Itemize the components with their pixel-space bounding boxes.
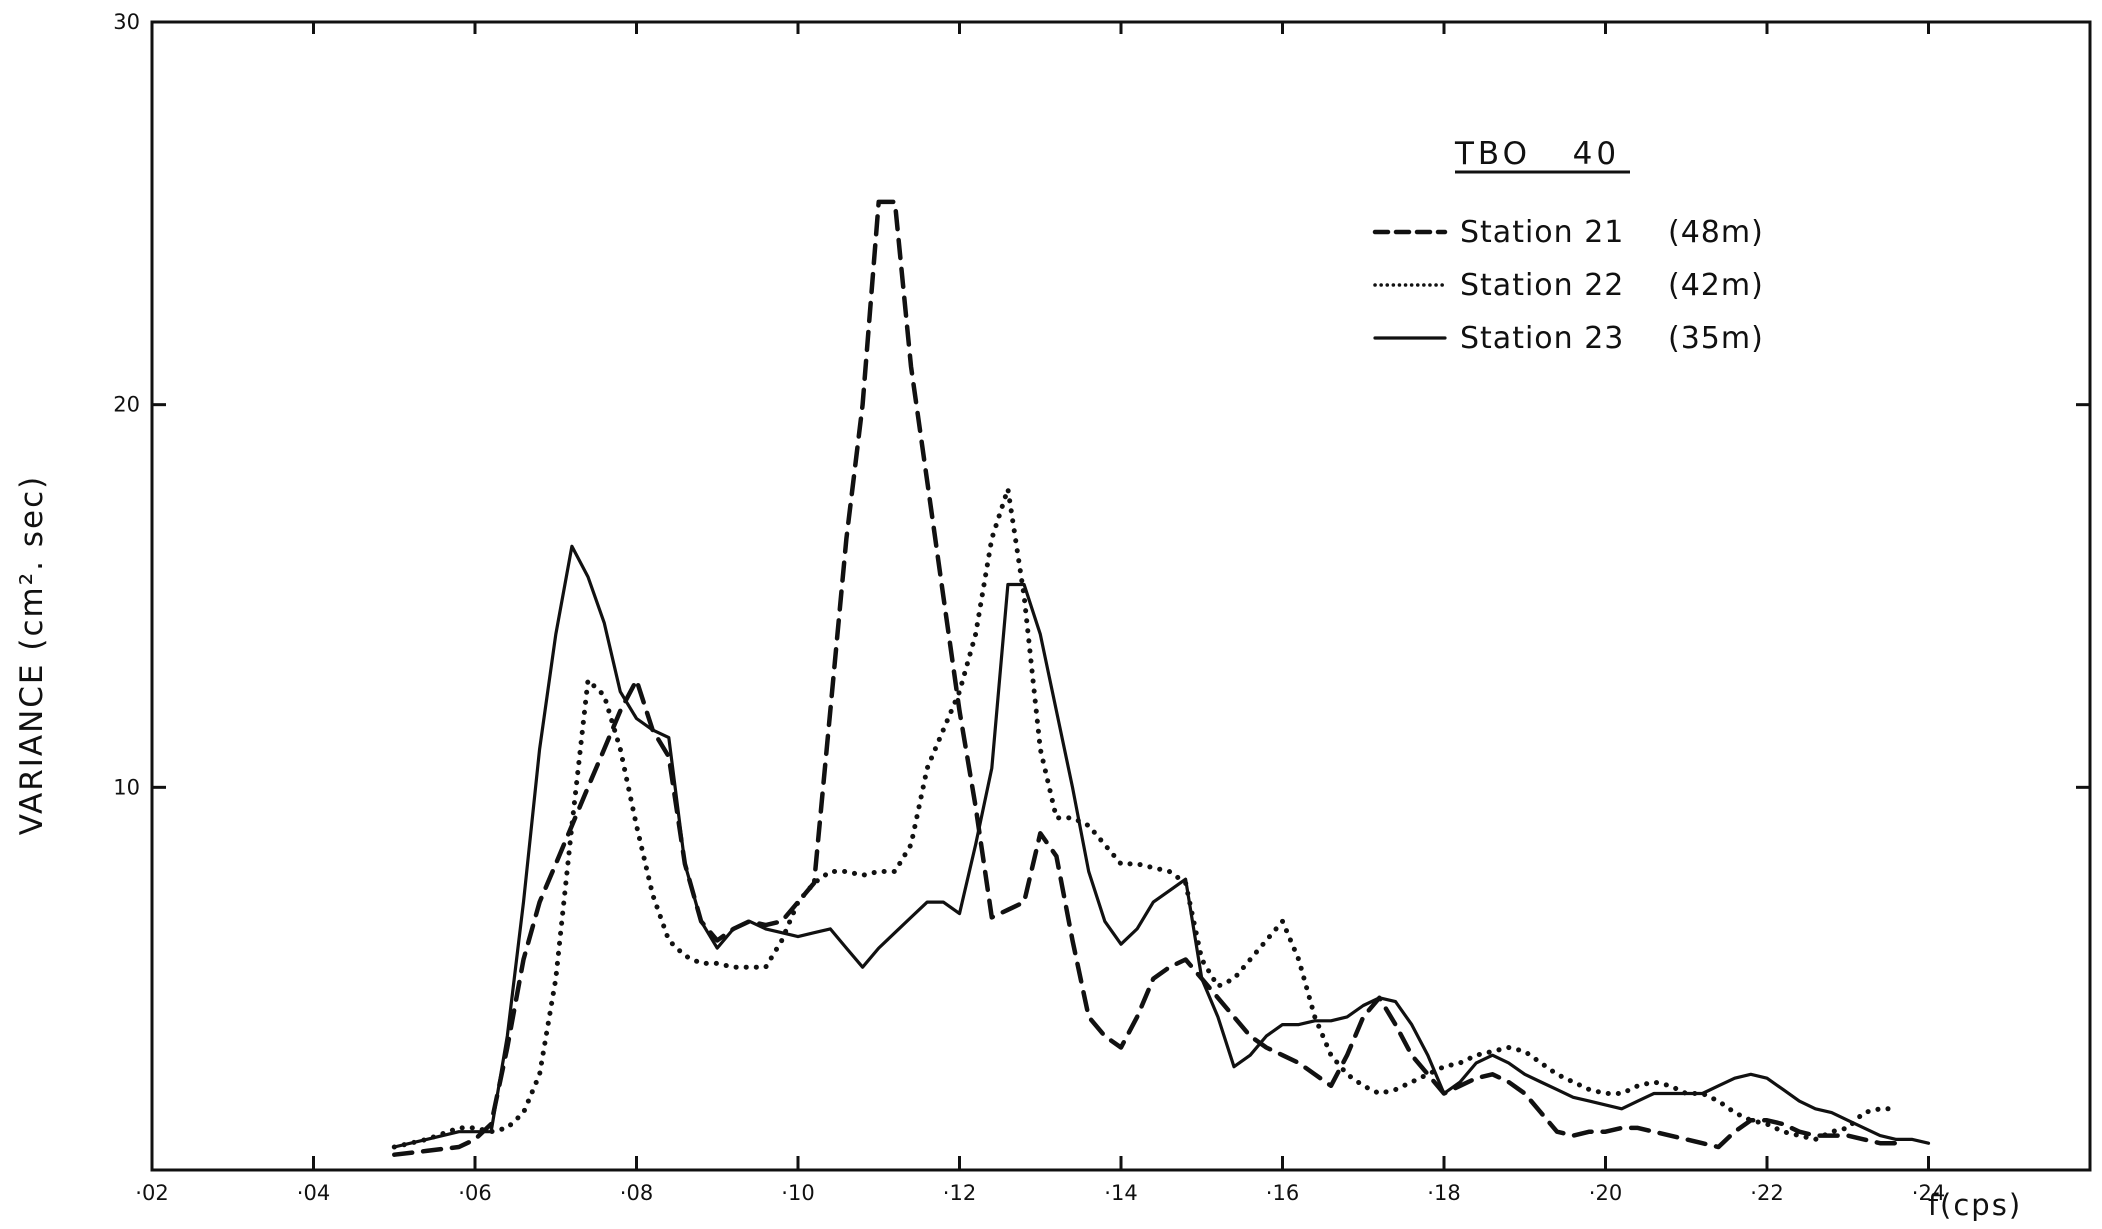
x-axis-label: f(cps) bbox=[1928, 1188, 2022, 1222]
legend-depth: (35m) bbox=[1668, 321, 1764, 356]
series-line-station-23 bbox=[392, 544, 1931, 1149]
legend-label: Station 23 bbox=[1460, 321, 1624, 356]
series-line-station-22 bbox=[391, 486, 1899, 1150]
x-tick-label: ·16 bbox=[1266, 1181, 1299, 1205]
x-tick-label: ·24 bbox=[1912, 1181, 1945, 1205]
x-tick-label: ·22 bbox=[1750, 1181, 1783, 1205]
x-tick-label: ·14 bbox=[1104, 1181, 1137, 1205]
legend-label: Station 22 bbox=[1460, 268, 1624, 303]
x-tick-label: ·02 bbox=[135, 1181, 168, 1205]
chart-title: TBO 40 bbox=[1454, 136, 1620, 172]
axis-ticks: ·02 ·04 ·06 ·08 ·10 ·12 ·14 ·16 ·18 ·20 ·22 ·24 10 20… bbox=[113, 10, 2090, 1205]
series-line-station-21 bbox=[392, 199, 1899, 1157]
legend-depth: (42m) bbox=[1668, 268, 1764, 303]
plot-frame bbox=[150, 20, 2092, 1172]
y-tick-label: 30 bbox=[113, 10, 140, 34]
chart-title-group: TBO 40 bbox=[1454, 136, 1630, 174]
series-layer bbox=[391, 199, 1931, 1157]
x-tick-label: ·10 bbox=[781, 1181, 814, 1205]
y-axis-label: VARIANCE (cm². sec) bbox=[14, 475, 50, 835]
y-tick-label: 10 bbox=[113, 775, 140, 799]
legend-label: Station 21 bbox=[1460, 215, 1624, 250]
legend-depth: (48m) bbox=[1668, 215, 1764, 250]
x-tick-label: ·20 bbox=[1589, 1181, 1622, 1205]
legend: Station 21 (48m) Station 22 (42m) Station 23… bbox=[1372, 215, 1764, 356]
x-tick-label: ·18 bbox=[1427, 1181, 1460, 1205]
y-tick-label: 20 bbox=[113, 393, 140, 417]
x-tick-label: ·12 bbox=[943, 1181, 976, 1205]
x-tick-label: ·08 bbox=[620, 1181, 653, 1205]
x-tick-label: ·06 bbox=[458, 1181, 491, 1205]
x-tick-label: ·04 bbox=[297, 1181, 330, 1205]
